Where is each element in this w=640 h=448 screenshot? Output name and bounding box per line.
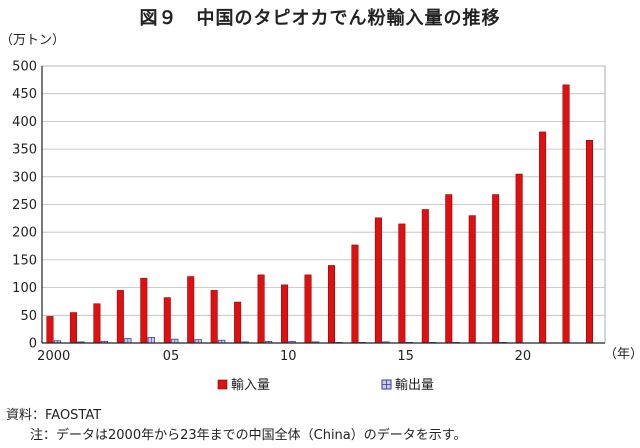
bar-import [468,215,476,344]
bar-import [445,194,453,344]
legend-label-import: 輸入量 [231,378,270,393]
y-tick-label: 500 [12,60,37,75]
gridlines [41,65,606,344]
x-tick-label: 10 [280,349,297,364]
bar-import [163,297,171,344]
bar-import [257,274,265,344]
x-tick-label: 05 [163,349,180,364]
bar-import [93,303,101,344]
bar-import [562,84,570,344]
bar-import [304,274,312,344]
tick-labels: 0 50 100 150 200 250 300 350 400 450 500 2000 05 10 15… [12,60,531,365]
legend: 輸入量 輸出量 [217,378,434,393]
bar-import [210,290,218,344]
chart-title: 図９ 中国のタピオカでん粉輸入量の推移 [139,8,501,29]
bar-import [515,173,523,344]
bar-import [327,265,335,344]
y-tick-label: 450 [12,87,37,102]
bar-chart: 0 50 100 150 200 250 300 350 400 450 500 2000 05 10 15… [0,33,640,393]
y-tick-label: 350 [12,143,37,158]
bar-import [586,139,594,344]
legend-label-export: 輸出量 [395,378,434,393]
y-tick-label: 250 [12,198,37,213]
source-note: 資料：FAOSTAT [6,408,102,423]
y-tick-label: 150 [12,253,37,268]
y-axis-label: （万トン） [0,33,65,48]
footnote: 注：データは2000年から23年までの中国全体（China）のデータを示す。 [30,428,467,443]
y-tick-label: 0 [29,337,37,352]
axes [41,66,605,344]
legend-swatch-import [217,379,228,390]
bar-import [46,316,54,344]
x-tick-label: 2000 [37,349,70,364]
x-tick-label: 15 [397,349,414,364]
y-tick-label: 200 [12,226,37,241]
x-axis-unit-label: （年） [604,347,640,362]
y-tick-label: 300 [12,170,37,185]
y-tick-label: 100 [12,281,37,296]
bar-import [492,194,500,344]
bar-import [234,301,242,344]
bar-import [281,284,289,344]
bar-import [421,209,429,344]
bar-import [398,223,406,344]
bar-import [539,131,547,344]
bar-import [140,277,148,344]
bar-import [69,312,77,344]
x-tick-label: 20 [515,349,532,364]
bar-import [374,217,382,344]
y-tick-label: 50 [20,309,37,324]
bar-import [116,290,124,344]
bar-import [351,244,359,344]
bars [46,84,594,344]
y-tick-label: 400 [12,115,37,130]
bar-import [187,276,195,344]
